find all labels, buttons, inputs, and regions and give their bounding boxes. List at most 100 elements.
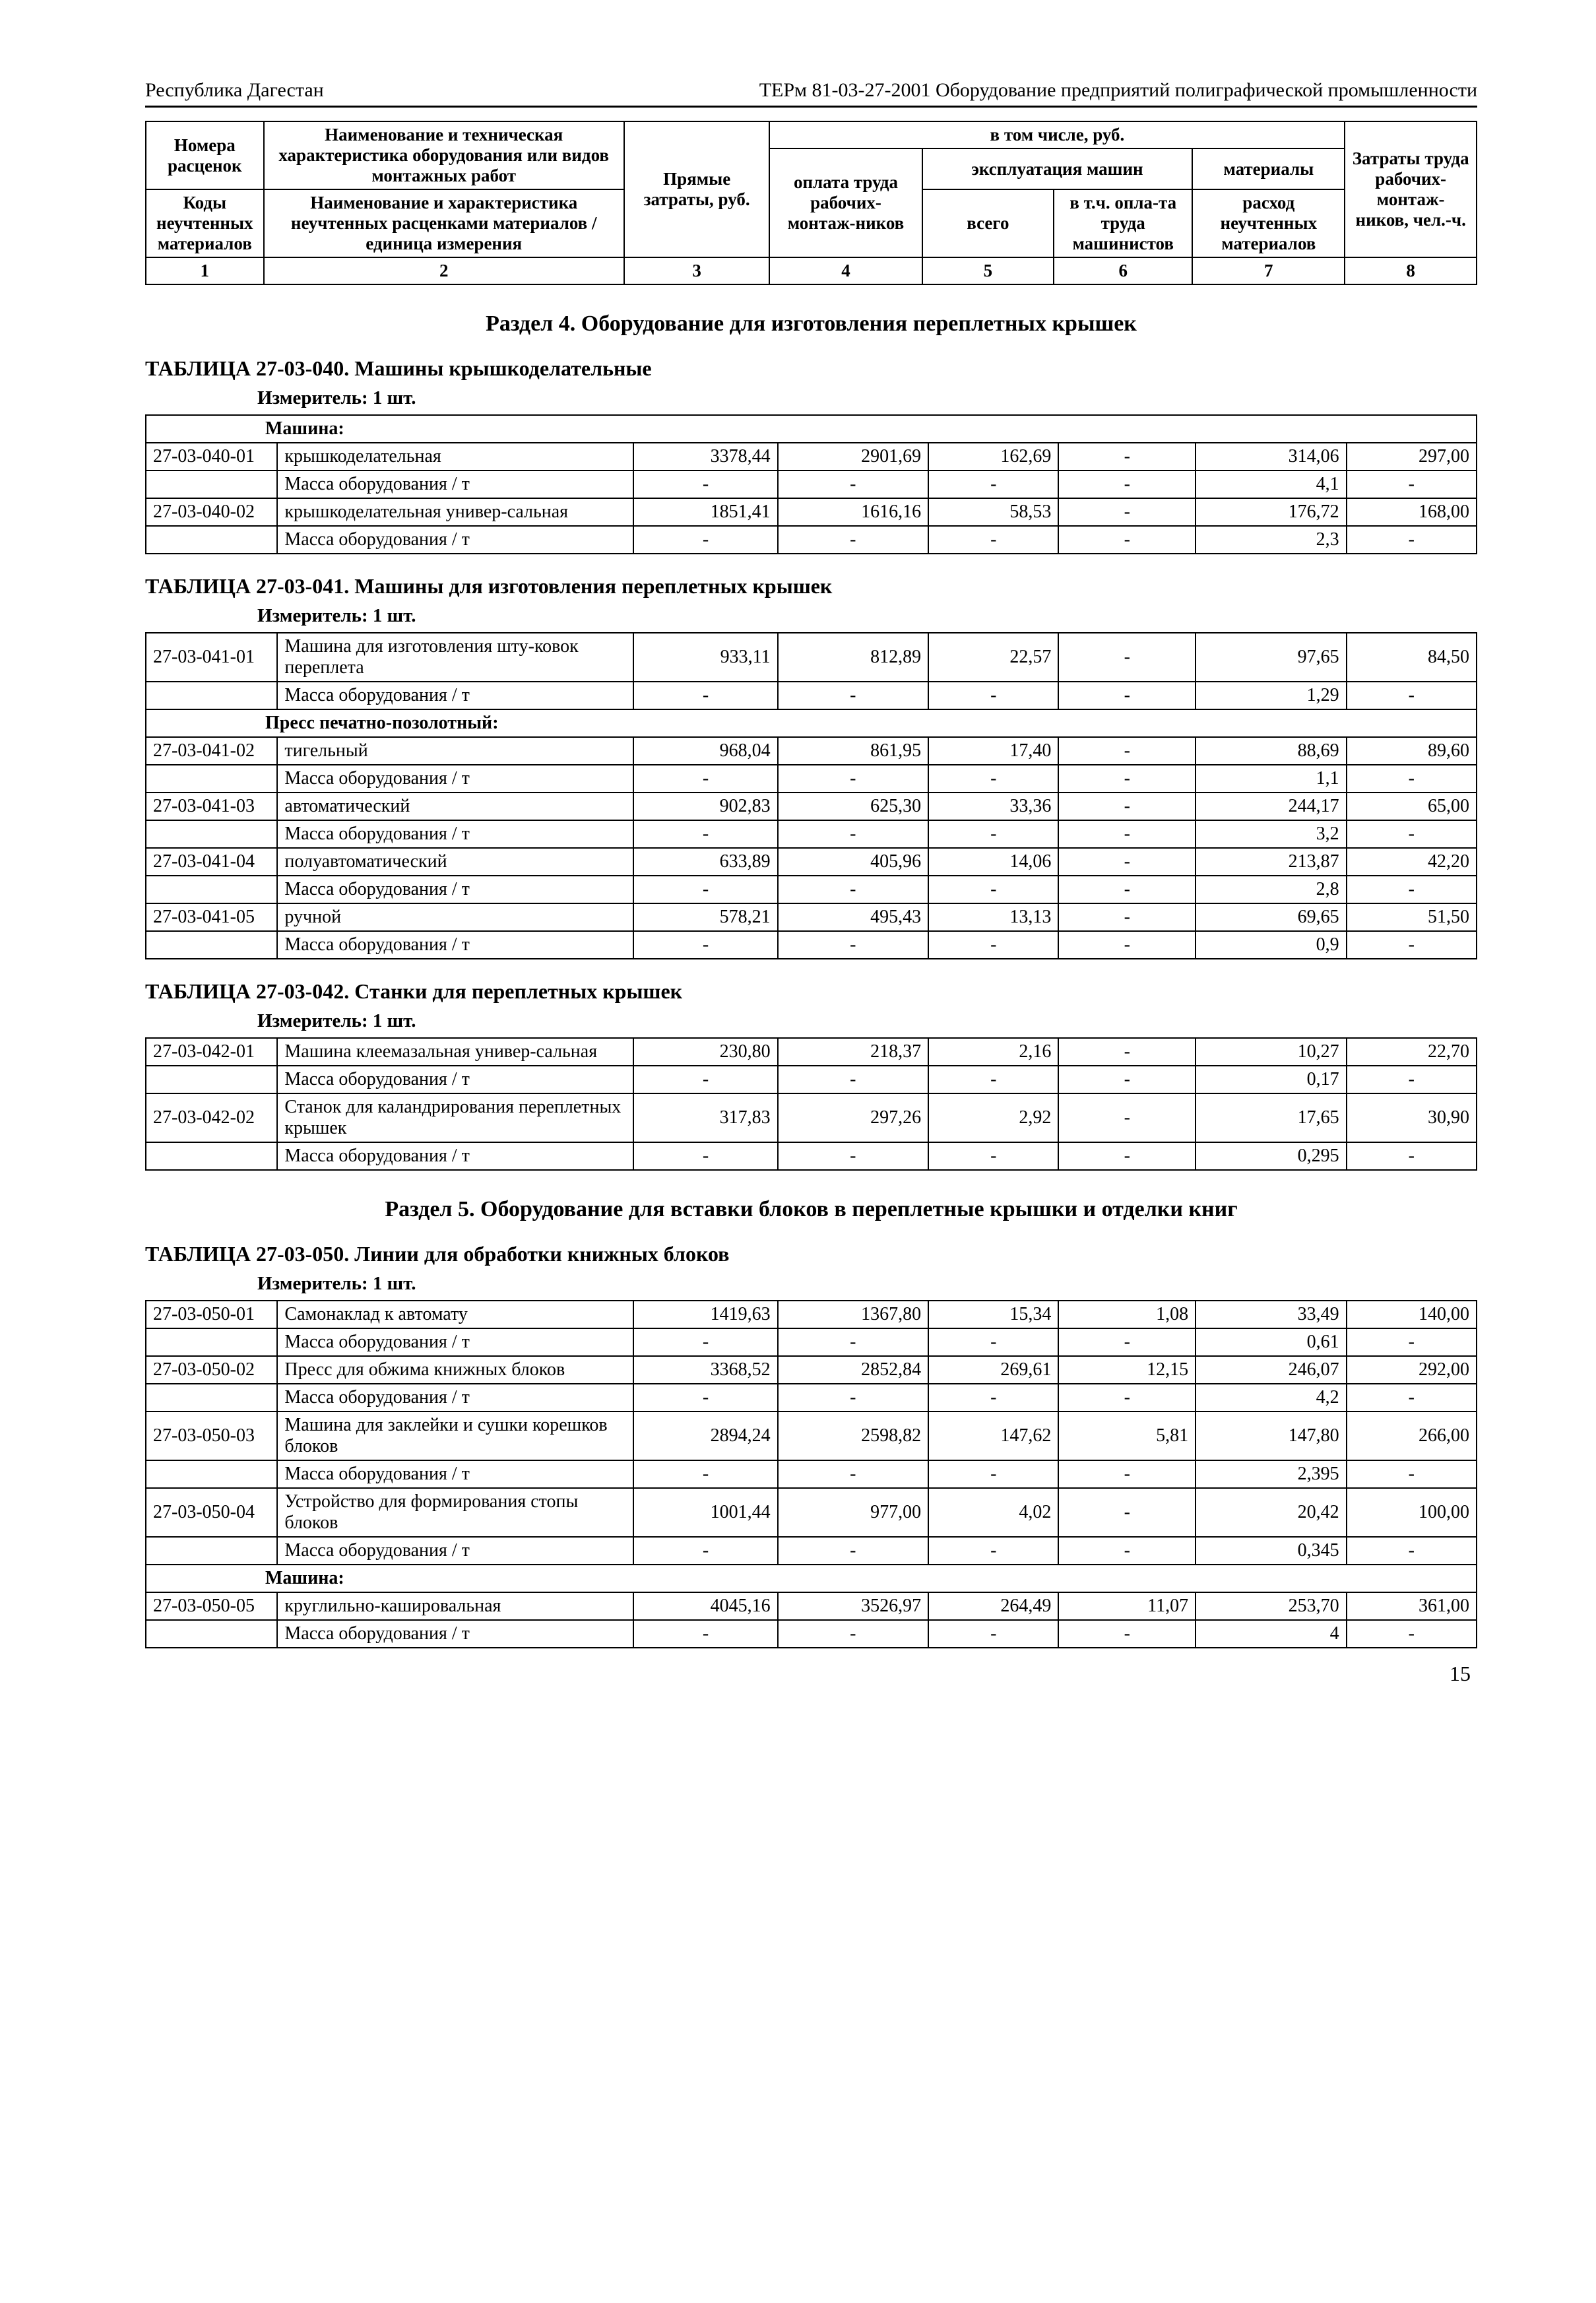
cell: Масса оборудования / т xyxy=(277,1384,633,1411)
cell: - xyxy=(1058,498,1196,526)
cell: - xyxy=(928,820,1058,848)
cell xyxy=(146,1066,277,1093)
cell: 27-03-050-01 xyxy=(146,1301,277,1328)
cell xyxy=(146,526,277,554)
cell: Устройство для формирования стопы блоков xyxy=(277,1488,633,1537)
cell: Масса оборудования / т xyxy=(277,1460,633,1488)
cell: Масса оборудования / т xyxy=(277,1066,633,1093)
cell xyxy=(146,820,277,848)
cell: Масса оборудования / т xyxy=(277,1620,633,1648)
table-row: 27-03-050-03Машина для заклейки и сушки … xyxy=(146,1411,1477,1460)
cell: 2598,82 xyxy=(778,1411,928,1460)
cell: - xyxy=(1058,876,1196,903)
cell: 1,08 xyxy=(1058,1301,1196,1328)
cell: - xyxy=(1058,470,1196,498)
cell: - xyxy=(1347,931,1477,959)
cell: 1,29 xyxy=(1196,682,1346,709)
cell: - xyxy=(778,526,928,554)
cell: Масса оборудования / т xyxy=(277,526,633,554)
table-row: 27-03-041-02тигельный968,04861,9517,40-8… xyxy=(146,737,1477,765)
cell: Машина клеемазальная универ-сальная xyxy=(277,1038,633,1066)
cell: 140,00 xyxy=(1347,1301,1477,1328)
cell: 13,13 xyxy=(928,903,1058,931)
cell: - xyxy=(633,1384,777,1411)
cell: - xyxy=(778,1066,928,1093)
cell xyxy=(146,765,277,793)
cell: 578,21 xyxy=(633,903,777,931)
cell: 495,43 xyxy=(778,903,928,931)
cell: 633,89 xyxy=(633,848,777,876)
cell: 253,70 xyxy=(1196,1592,1346,1620)
table-row: 27-03-040-02крышкоделательная универ-сал… xyxy=(146,498,1477,526)
cell: 1001,44 xyxy=(633,1488,777,1537)
cell: - xyxy=(1347,1537,1477,1565)
cell: 2901,69 xyxy=(778,443,928,470)
cell: 266,00 xyxy=(1347,1411,1477,1460)
cell: 27-03-040-02 xyxy=(146,498,277,526)
cell: 27-03-041-05 xyxy=(146,903,277,931)
cell: 51,50 xyxy=(1347,903,1477,931)
cell: - xyxy=(928,765,1058,793)
cell: - xyxy=(928,470,1058,498)
cell: 14,06 xyxy=(928,848,1058,876)
cell xyxy=(146,1460,277,1488)
th-incl: в том числе, руб. xyxy=(769,121,1345,148)
cell: 2,3 xyxy=(1196,526,1346,554)
cell: Масса оборудования / т xyxy=(277,682,633,709)
table-row: Масса оборудования / т----3,2- xyxy=(146,820,1477,848)
cell: 977,00 xyxy=(778,1488,928,1537)
cell: 27-03-040-01 xyxy=(146,443,277,470)
cell: - xyxy=(928,1142,1058,1170)
cell: - xyxy=(633,820,777,848)
cell: - xyxy=(928,1460,1058,1488)
cell: 317,83 xyxy=(633,1093,777,1142)
cell: - xyxy=(1347,1620,1477,1648)
cell: 4,2 xyxy=(1196,1384,1346,1411)
cell: - xyxy=(633,1066,777,1093)
cell: 297,26 xyxy=(778,1093,928,1142)
cell: - xyxy=(633,1142,777,1170)
cell: 213,87 xyxy=(1196,848,1346,876)
cell: 147,80 xyxy=(1196,1411,1346,1460)
cell: - xyxy=(1058,1537,1196,1565)
cell: - xyxy=(1347,1066,1477,1093)
cell: - xyxy=(778,1384,928,1411)
cell: 20,42 xyxy=(1196,1488,1346,1537)
col-2: 2 xyxy=(264,257,624,284)
cell: 4 xyxy=(1196,1620,1346,1648)
cell: ручной xyxy=(277,903,633,931)
cell: 1419,63 xyxy=(633,1301,777,1328)
cell: 1,1 xyxy=(1196,765,1346,793)
cell: 3378,44 xyxy=(633,443,777,470)
table-041: 27-03-041-01Машина для изготовления шту-… xyxy=(145,632,1477,959)
cell: - xyxy=(1347,470,1477,498)
cell: 27-03-041-04 xyxy=(146,848,277,876)
cell: 168,00 xyxy=(1347,498,1477,526)
header-table: Номера расценок Наименование и техническ… xyxy=(145,121,1477,285)
table-row: Масса оборудования / т----4,1- xyxy=(146,470,1477,498)
cell: - xyxy=(1058,1384,1196,1411)
cell: 3,2 xyxy=(1196,820,1346,848)
cell: Масса оборудования / т xyxy=(277,1328,633,1356)
table-040: Машина:27-03-040-01крышкоделательная3378… xyxy=(145,414,1477,554)
cell: - xyxy=(778,1328,928,1356)
table-row: Масса оборудования / т----2,8- xyxy=(146,876,1477,903)
th-codes2: Коды неучтенных материалов xyxy=(146,189,264,257)
cell: тигельный xyxy=(277,737,633,765)
cell: 361,00 xyxy=(1347,1592,1477,1620)
cell: 861,95 xyxy=(778,737,928,765)
cell: 11,07 xyxy=(1058,1592,1196,1620)
cell: 27-03-050-04 xyxy=(146,1488,277,1537)
table-row: Масса оборудования / т----0,61- xyxy=(146,1328,1477,1356)
table-050-title: ТАБЛИЦА 27-03-050. Линии для обработки к… xyxy=(145,1242,1477,1266)
subheading: Машина: xyxy=(146,1565,1477,1592)
cell: Масса оборудования / т xyxy=(277,765,633,793)
cell: - xyxy=(1058,1460,1196,1488)
cell: - xyxy=(928,526,1058,554)
cell: - xyxy=(1347,820,1477,848)
table-row: Масса оборудования / т----4,2- xyxy=(146,1384,1477,1411)
cell: - xyxy=(1347,682,1477,709)
table-row: Масса оборудования / т----0,295- xyxy=(146,1142,1477,1170)
cell: - xyxy=(633,765,777,793)
cell: - xyxy=(1058,1620,1196,1648)
